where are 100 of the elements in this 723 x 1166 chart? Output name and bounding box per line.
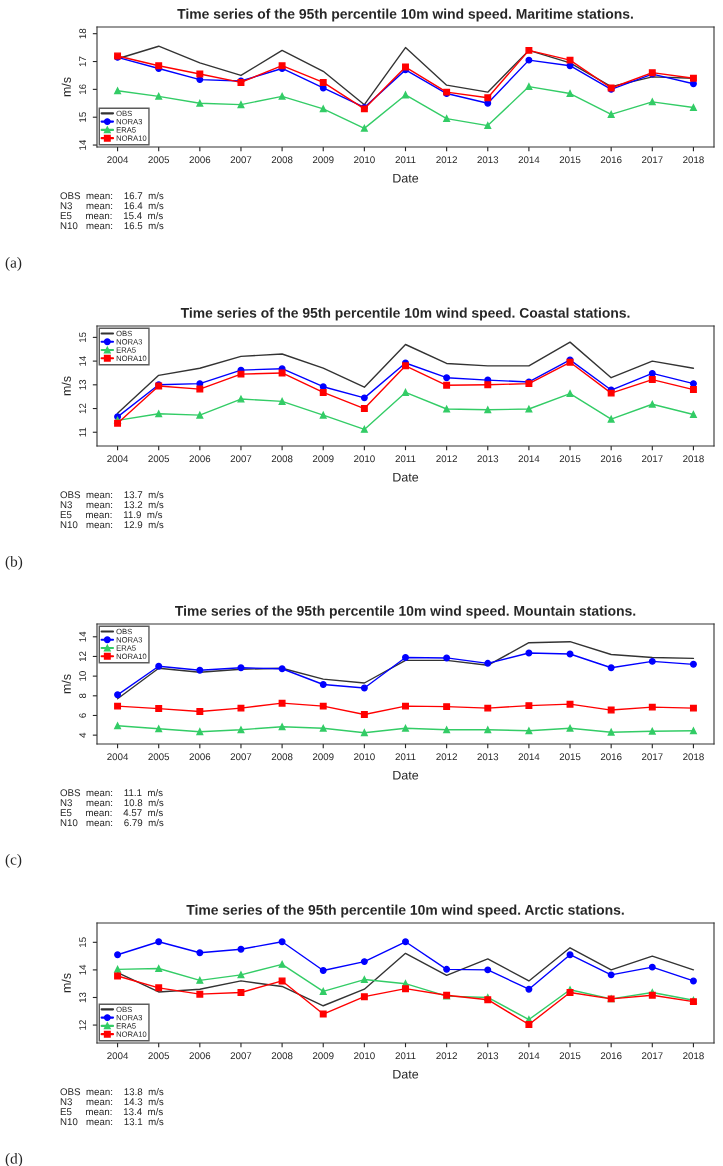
x-tick-label: 2006 [189,156,211,164]
y-tick-label: 10 [79,671,87,681]
x-tick-label: 2018 [683,455,704,463]
y-tick-label: 15 [79,112,87,122]
chart-title: Time series of the 95th percentile 10m wind speed. Mountain stations. [175,605,636,619]
y-tick-label: 16 [79,84,87,95]
y-tick-label: 4 [79,732,86,738]
x-tick-label: 2013 [477,156,499,164]
x-tick-label: 2006 [189,1052,211,1060]
text: E5 mean: 4.57 m/s [60,809,163,817]
x-tick-label: 2018 [683,753,704,761]
text: E5 mean: 11.9 m/s [60,511,163,519]
x-tick-label: 2016 [600,455,622,463]
y-tick-label: 12 [79,1020,86,1030]
y-tick-label: 13 [79,992,87,1003]
x-tick-label: 2006 [189,455,211,463]
x-tick-label: 2005 [148,455,170,463]
chart-title: Time series of the 95th percentile 10m wind speed. Coastal stations. [180,307,630,321]
x-tick-label: 2004 [107,156,129,164]
x-tick-label: 2010 [354,455,375,463]
y-tick-label: 18 [79,28,87,39]
text: N3 mean: 16.4 m/s [60,202,164,210]
x-tick-label: 2005 [148,753,170,761]
x-axis-title: Date [393,472,419,482]
x-tick-label: 2012 [436,455,457,463]
y-tick-label: 17 [79,56,86,67]
x-tick-label: 2015 [559,455,581,463]
text: OBS mean: 13.7 m/s [60,491,164,499]
x-tick-label: 2004 [107,1052,129,1060]
x-tick-label: 2004 [107,455,129,463]
y-tick-label: 11 [79,427,86,437]
y-axis-title: m/s [61,376,71,396]
x-tick-label: 2010 [354,156,375,164]
text: (d) [5,1153,23,1166]
y-tick-label: 6 [79,713,87,718]
x-tick-label: 2016 [600,1052,622,1060]
x-tick-label: 2012 [436,1052,457,1060]
x-tick-label: 2011 [395,455,416,463]
y-tick-label: 12 [79,403,86,414]
x-tick-label: 2009 [312,753,334,761]
x-tick-label: 2013 [477,1052,499,1060]
x-tick-label: 2011 [395,1052,416,1060]
text: OBS mean: 16.7 m/s [60,192,164,200]
text: OBS mean: 13.8 m/s [60,1088,164,1096]
x-tick-label: 2004 [107,753,129,761]
text: N3 mean: 14.3 m/s [60,1098,164,1106]
y-tick-label: 13 [79,379,87,390]
x-tick-label: 2010 [354,753,375,761]
y-tick-label: 14 [79,139,86,150]
x-tick-label: 2017 [641,753,663,761]
y-tick-label: 15 [79,937,87,947]
x-tick-label: 2007 [230,455,252,463]
x-tick-label: 2009 [312,1052,334,1060]
y-axis-title: m/s [61,973,71,993]
x-tick-label: 2010 [354,1052,375,1060]
x-tick-label: 2005 [148,156,170,164]
x-tick-label: 2011 [395,753,416,761]
x-tick-label: 2017 [641,455,663,463]
text: (c) [5,854,22,868]
x-tick-label: 2007 [230,156,252,164]
x-tick-label: 2006 [189,753,211,761]
x-tick-label: 2005 [148,1052,170,1060]
text: N3 mean: 13.2 m/s [60,501,164,509]
text: N10 mean: 13.1 m/s [60,1118,164,1126]
text: E5 mean: 13.4 m/s [60,1108,163,1116]
x-tick-label: 2014 [518,156,540,164]
y-tick-label: 14 [79,355,86,366]
text: N10 mean: 12.9 m/s [60,521,164,529]
x-tick-label: 2009 [312,455,334,463]
x-axis-title: Date [393,770,419,780]
text: N3 mean: 10.8 m/s [60,799,164,807]
text: N10 mean: 6.79 m/s [60,819,164,827]
x-tick-label: 2017 [641,156,663,164]
x-tick-label: 2007 [230,1052,252,1060]
text: (a) [5,257,22,271]
x-tick-label: 2015 [559,156,581,164]
x-tick-label: 2009 [312,156,334,164]
x-tick-label: 2012 [436,156,457,164]
x-tick-label: 2017 [641,1052,663,1060]
y-tick-label: 12 [79,651,86,662]
chart-title: Time series of the 95th percentile 10m wind speed. Maritime stations. [177,8,633,22]
x-tick-label: 2007 [230,753,252,761]
x-tick-label: 2008 [271,156,293,164]
x-tick-label: 2011 [395,156,416,164]
y-axis-title: m/s [61,674,71,694]
x-tick-label: 2012 [436,753,457,761]
x-tick-label: 2014 [518,753,540,761]
x-axis-title: Date [393,173,419,183]
x-tick-label: 2016 [600,753,622,761]
x-tick-label: 2016 [600,156,622,164]
x-tick-label: 2014 [518,1052,540,1060]
x-tick-label: 2013 [477,753,499,761]
text: E5 mean: 15.4 m/s [60,212,163,220]
chart-title: Time series of the 95th percentile 10m wind speed. Arctic stations. [186,904,624,918]
y-tick-label: 14 [79,631,86,642]
text: (b) [5,556,23,570]
x-tick-label: 2018 [683,1052,704,1060]
x-tick-label: 2015 [559,1052,581,1060]
x-axis-title: Date [393,1069,419,1079]
x-tick-label: 2018 [683,156,704,164]
